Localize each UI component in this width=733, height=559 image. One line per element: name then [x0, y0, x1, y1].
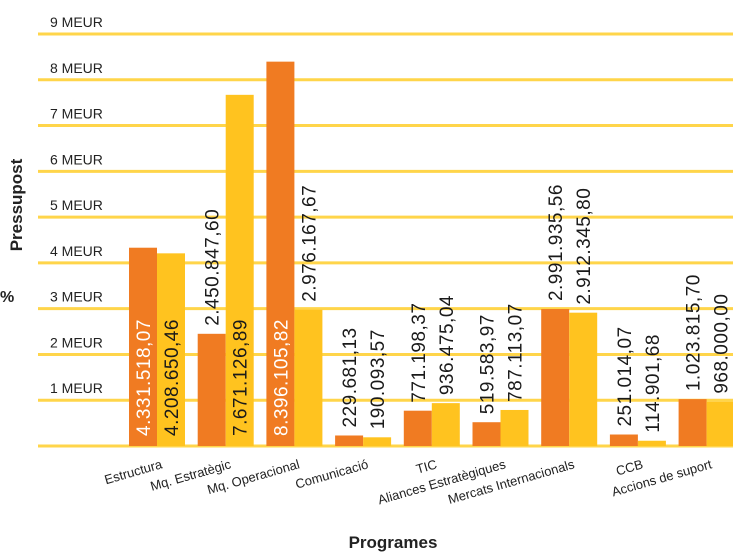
bar-value-label: 8.396.105,82	[271, 319, 292, 436]
bar-yellow	[157, 253, 185, 446]
bar-value-label: 251.014,07	[615, 326, 636, 426]
bar-value-label: 7.671.126,89	[231, 319, 252, 436]
category-label: Comunicació	[294, 456, 370, 491]
bar-orange	[609, 434, 638, 446]
bar-yellow	[225, 94, 254, 446]
bar-orange	[335, 435, 364, 446]
bar-yellow	[500, 409, 529, 446]
bar-value-label: 936.475,04	[437, 295, 458, 395]
bar-value-label: 229.681,13	[340, 327, 361, 427]
bar-value-label: 114.901,68	[643, 334, 664, 433]
bars	[129, 61, 733, 447]
bar-value-label: 2.912.345,80	[574, 188, 595, 305]
bar-orange	[541, 309, 570, 446]
x-axis-title: Programes	[349, 533, 438, 552]
y-tick-label: 2 MEUR	[50, 334, 103, 350]
category-label: CCB	[614, 456, 645, 478]
y-tick-label: 6 MEUR	[50, 151, 103, 167]
bar-orange	[197, 333, 226, 446]
y-tick-label: 9 MEUR	[50, 14, 103, 30]
value-labels: 4.331.518,07 4.208.650,46 2.450.847,60 7.67…	[134, 184, 733, 436]
y-axis-title: Pressupost	[7, 158, 26, 251]
bar-orange	[403, 410, 432, 446]
bar-value-label: 968.000,00	[712, 294, 733, 394]
bar-yellow	[431, 403, 460, 446]
bar-orange	[472, 422, 501, 446]
bar-value-label: 787.113,07	[506, 303, 527, 402]
bar-orange	[678, 399, 707, 446]
bar-value-label: 519.583,97	[478, 314, 499, 414]
y-tick-label: 7 MEUR	[50, 106, 103, 122]
y-tick-label: 4 MEUR	[50, 243, 103, 259]
percent-label: %	[0, 289, 14, 306]
bar-value-label: 2.976.167,67	[299, 185, 320, 302]
bar-value-label: 2.450.847,60	[203, 209, 224, 326]
y-tick-label: 5 MEUR	[50, 197, 103, 213]
y-tick-label: 3 MEUR	[50, 289, 103, 305]
bar-value-label: 2.991.935,56	[546, 184, 567, 301]
bar-orange	[129, 247, 157, 446]
bar-yellow	[706, 401, 733, 446]
bar-yellow	[569, 312, 598, 446]
category-label: TIC	[414, 456, 438, 476]
bar-value-label: 4.331.518,07	[134, 319, 155, 436]
bar-value-label: 4.208.650,46	[162, 319, 183, 436]
bar-yellow	[294, 309, 323, 446]
bar-value-label: 190.093,57	[368, 329, 389, 429]
y-axis-ticks: 1 MEUR 2 MEUR 3 MEUR 4 MEUR 5 MEUR 6 MEUR 7 ME…	[50, 14, 103, 396]
bar-value-label: 1.023.815,70	[684, 274, 705, 391]
bar-value-label: 771.198,37	[409, 303, 430, 403]
bar-orange	[266, 61, 295, 447]
bar-yellow	[363, 437, 392, 446]
y-tick-label: 1 MEUR	[50, 380, 103, 396]
y-tick-label: 8 MEUR	[50, 60, 103, 76]
bar-yellow	[637, 440, 666, 446]
